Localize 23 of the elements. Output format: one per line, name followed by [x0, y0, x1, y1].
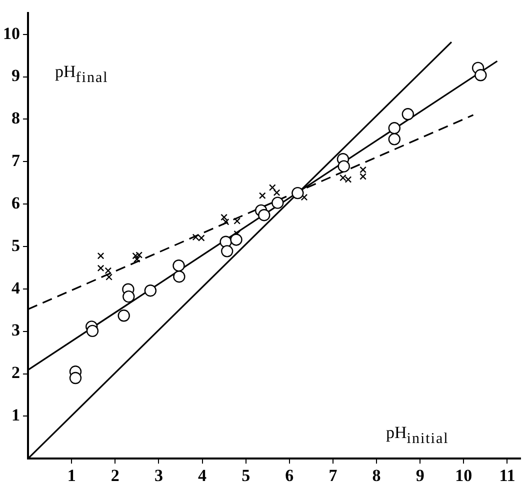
y-tick-label: 6 [12, 193, 20, 212]
y-tick-label: 1 [12, 406, 20, 425]
y-tick-label: 4 [12, 278, 20, 298]
y-tick-label: 10 [3, 24, 20, 43]
x-axis-title: pH$_{initial}$ [386, 423, 449, 448]
x-tick-label: 8 [372, 466, 381, 486]
x-tick-label: 10 [455, 466, 472, 486]
x-tick-label: 6 [285, 466, 294, 486]
x-tick-label: 11 [499, 466, 516, 486]
y-axis-title: pH$_{final}$ [55, 62, 108, 87]
x-tick-label: 1 [67, 466, 76, 486]
x-tick-label: 2 [110, 466, 120, 486]
y-tick-label: 9 [12, 66, 20, 86]
y-tick-label: 3 [12, 320, 20, 340]
y-tick-label: 5 [12, 236, 20, 255]
x-tick-label: 5 [242, 466, 250, 486]
x-tick-label: 7 [328, 466, 338, 486]
x-tick-label: 4 [198, 466, 208, 486]
x-tick-label: 9 [416, 466, 424, 486]
y-tick-label: 2 [12, 363, 20, 382]
y-tick-label: 8 [12, 108, 20, 128]
x-tick-label: 3 [154, 466, 163, 486]
y-tick-label: 7 [12, 151, 20, 170]
